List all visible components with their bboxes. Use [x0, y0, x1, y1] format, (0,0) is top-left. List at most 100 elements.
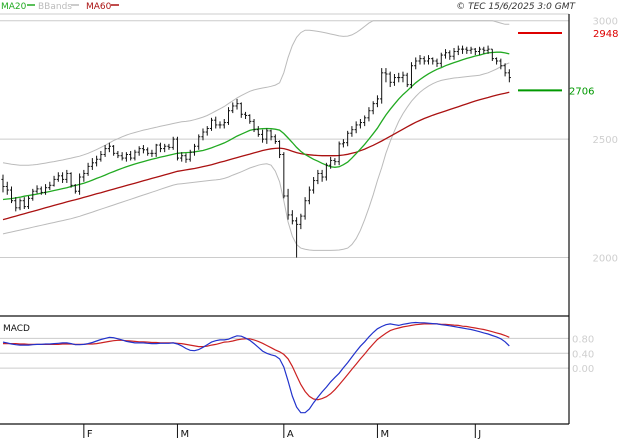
- price-bar: [354, 121, 358, 134]
- price-bar: [56, 172, 60, 182]
- ma20-series-line: [2, 51, 510, 201]
- legend: MA20 BBands MA60: [1, 2, 119, 12]
- price-bar: [107, 142, 111, 153]
- price-bar: [209, 117, 214, 131]
- price-bar: [192, 143, 197, 156]
- resistance-level-label: 2948: [593, 29, 618, 40]
- price-bar: [52, 175, 56, 187]
- price-bar: [277, 140, 282, 159]
- price-bar: [409, 62, 414, 89]
- price-bar: [286, 188, 290, 220]
- price-bar: [273, 134, 277, 144]
- price-bar: [18, 198, 22, 211]
- price-bar: [35, 185, 39, 194]
- price-bar: [235, 98, 239, 110]
- price-bar: [14, 197, 18, 212]
- price-bar: [358, 119, 363, 129]
- copyright-label: © TEC 15/6/2025 3:0 GMT: [456, 2, 576, 12]
- macd-panel: MACD 0.80 0.40 0.00: [0, 321, 594, 414]
- bollinger-bands: [2, 20, 510, 251]
- price-bar: [363, 115, 367, 127]
- price-tick-label: 2500: [593, 135, 618, 146]
- price-bar: [260, 129, 265, 143]
- price-bar: [490, 48, 494, 61]
- price-bar: [214, 116, 218, 129]
- price-bar: [477, 46, 482, 56]
- price-bar: [146, 147, 150, 156]
- price-bar: [422, 56, 426, 65]
- price-bar: [180, 152, 184, 162]
- price-bar: [316, 169, 320, 185]
- price-bar: [431, 57, 435, 65]
- price-axis-ticks: 3000 2500 2000: [593, 17, 618, 265]
- price-bar: [124, 152, 128, 162]
- price-bar: [320, 169, 324, 182]
- price-bar: [341, 139, 345, 148]
- price-bar: [303, 197, 307, 220]
- price-bar: [380, 68, 384, 104]
- price-bar: [426, 55, 431, 65]
- price-bar: [129, 150, 133, 161]
- price-bar: [401, 71, 405, 83]
- price-bar: [73, 184, 77, 194]
- macd-tick-label: 0.00: [572, 364, 594, 375]
- price-bar: [439, 52, 443, 67]
- price-bar: [116, 150, 120, 159]
- bbands-lower-line: [2, 62, 510, 251]
- price-bar: [499, 58, 503, 70]
- legend-bbands-label: BBands: [38, 2, 72, 12]
- price-bar: [31, 188, 35, 201]
- macd-lines: [2, 321, 510, 414]
- price-bar: [239, 102, 243, 118]
- price-bar: [171, 136, 175, 150]
- price-bar: [48, 181, 52, 191]
- price-bar: [39, 186, 43, 195]
- price-bar: [112, 145, 116, 156]
- price-bar: [167, 143, 171, 150]
- price-bar: [226, 107, 231, 125]
- price-bar: [456, 45, 460, 56]
- price-bar: [1, 174, 5, 193]
- price-bar: [414, 57, 418, 70]
- price-bar: [269, 129, 273, 141]
- price-bars: [1, 45, 511, 258]
- price-bar: [26, 195, 31, 209]
- bbands-upper-line: [2, 20, 510, 166]
- price-bar: [184, 153, 188, 163]
- macd-tick-label: 0.40: [572, 349, 594, 360]
- price-bar: [443, 49, 448, 59]
- macd-tick-label: 0.80: [572, 334, 594, 345]
- x-tick-label: A: [287, 429, 294, 440]
- price-bar: [154, 143, 158, 157]
- ma60-series-line: [2, 91, 510, 221]
- price-bar: [175, 136, 180, 161]
- price-bar: [299, 213, 303, 230]
- price-bar: [252, 119, 256, 133]
- price-bar: [90, 158, 94, 170]
- price-bar: [22, 197, 26, 209]
- price-bar: [307, 186, 311, 205]
- price-bar: [418, 55, 422, 65]
- price-bar: [507, 69, 511, 83]
- price-bar: [333, 158, 337, 166]
- price-bar: [367, 107, 371, 122]
- price-bar: [77, 173, 82, 195]
- price-bar: [448, 50, 452, 60]
- price-bar: [222, 119, 226, 129]
- price-bar: [103, 145, 107, 157]
- price-bar: [460, 45, 465, 54]
- price-bar: [482, 46, 486, 54]
- price-bar: [473, 47, 477, 56]
- price-bar: [503, 63, 507, 77]
- price-bar: [82, 169, 86, 182]
- support-level-label: 2706: [569, 86, 594, 97]
- price-bar: [60, 172, 65, 183]
- price-bar: [256, 126, 260, 137]
- price-bar: [388, 71, 392, 88]
- price-bar: [133, 149, 137, 161]
- price-bar: [486, 45, 490, 54]
- price-bar: [452, 47, 456, 60]
